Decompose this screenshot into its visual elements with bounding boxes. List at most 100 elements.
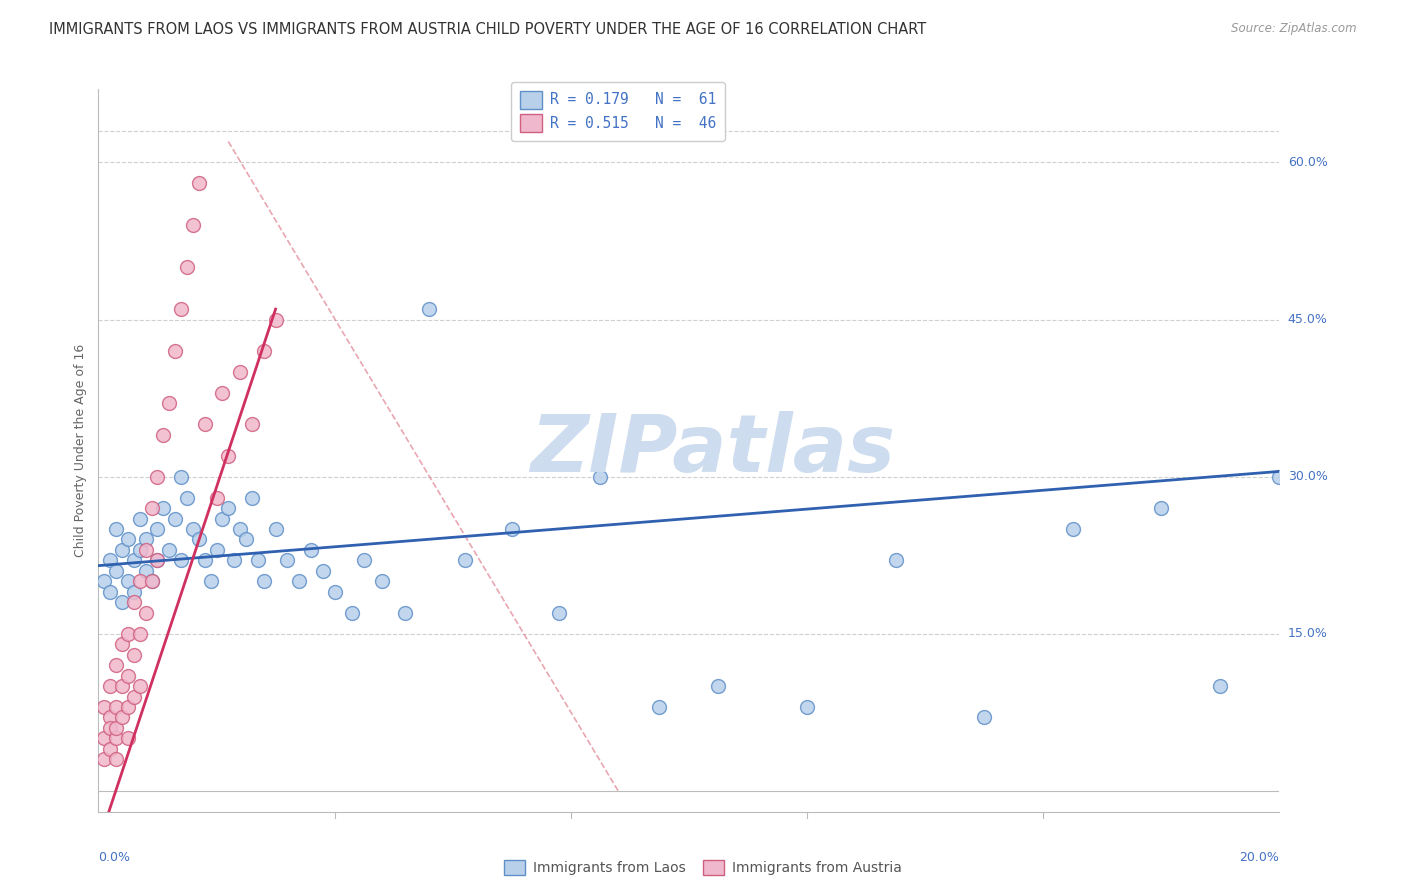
- Point: [93, 731, 115, 746]
- Y-axis label: Child Poverty Under the Age of 16: Child Poverty Under the Age of 16: [75, 343, 87, 558]
- Point: [884, 553, 907, 567]
- Point: [235, 533, 257, 547]
- Point: [135, 533, 157, 547]
- Point: [176, 491, 198, 505]
- Point: [165, 343, 187, 358]
- Point: [146, 553, 169, 567]
- Point: [98, 710, 121, 724]
- Point: [93, 700, 115, 714]
- Point: [229, 365, 252, 379]
- Point: [1062, 522, 1084, 536]
- Text: 20.0%: 20.0%: [1240, 852, 1279, 864]
- Point: [246, 553, 269, 567]
- Point: [105, 564, 128, 578]
- Point: [152, 427, 174, 442]
- Point: [117, 533, 139, 547]
- Point: [117, 626, 139, 640]
- Point: [224, 553, 246, 567]
- Point: [111, 543, 134, 558]
- Point: [105, 752, 128, 766]
- Text: 60.0%: 60.0%: [1288, 156, 1327, 169]
- Point: [187, 177, 209, 191]
- Point: [217, 449, 239, 463]
- Point: [122, 584, 145, 599]
- Point: [105, 522, 128, 536]
- Point: [105, 721, 128, 735]
- Point: [205, 491, 228, 505]
- Point: [157, 396, 180, 410]
- Point: [141, 574, 163, 589]
- Point: [353, 553, 375, 567]
- Point: [707, 679, 730, 693]
- Point: [128, 679, 150, 693]
- Point: [165, 511, 187, 525]
- Point: [135, 606, 157, 620]
- Point: [253, 574, 276, 589]
- Point: [146, 522, 169, 536]
- Text: ZIPatlas: ZIPatlas: [530, 411, 896, 490]
- Point: [194, 553, 217, 567]
- Point: [1209, 679, 1232, 693]
- Point: [105, 700, 128, 714]
- Point: [105, 731, 128, 746]
- Point: [111, 595, 134, 609]
- Point: [146, 553, 169, 567]
- Point: [157, 543, 180, 558]
- Point: [98, 584, 121, 599]
- Point: [181, 219, 204, 233]
- Point: [152, 501, 174, 516]
- Point: [342, 606, 364, 620]
- Point: [194, 417, 217, 432]
- Point: [418, 302, 440, 317]
- Point: [98, 721, 121, 735]
- Point: [973, 710, 995, 724]
- Point: [648, 700, 671, 714]
- Text: IMMIGRANTS FROM LAOS VS IMMIGRANTS FROM AUSTRIA CHILD POVERTY UNDER THE AGE OF 1: IMMIGRANTS FROM LAOS VS IMMIGRANTS FROM …: [49, 22, 927, 37]
- Point: [176, 260, 198, 275]
- Point: [181, 522, 204, 536]
- Point: [312, 564, 335, 578]
- Point: [589, 469, 612, 483]
- Point: [122, 553, 145, 567]
- Point: [93, 574, 115, 589]
- Text: 30.0%: 30.0%: [1288, 470, 1327, 483]
- Point: [299, 543, 322, 558]
- Point: [117, 574, 139, 589]
- Text: 15.0%: 15.0%: [1288, 627, 1327, 640]
- Point: [135, 543, 157, 558]
- Point: [98, 679, 121, 693]
- Point: [1150, 501, 1173, 516]
- Point: [276, 553, 298, 567]
- Point: [111, 637, 134, 651]
- Point: [146, 469, 169, 483]
- Text: Source: ZipAtlas.com: Source: ZipAtlas.com: [1232, 22, 1357, 36]
- Point: [217, 501, 239, 516]
- Point: [98, 742, 121, 756]
- Point: [117, 668, 139, 682]
- Point: [501, 522, 523, 536]
- Point: [371, 574, 394, 589]
- Point: [128, 574, 150, 589]
- Point: [394, 606, 416, 620]
- Point: [229, 522, 252, 536]
- Point: [453, 553, 475, 567]
- Point: [170, 302, 193, 317]
- Point: [128, 626, 150, 640]
- Legend: Immigrants from Laos, Immigrants from Austria: Immigrants from Laos, Immigrants from Au…: [499, 855, 907, 880]
- Point: [323, 584, 346, 599]
- Point: [211, 511, 233, 525]
- Legend: R = 0.179   N =  61, R = 0.515   N =  46: R = 0.179 N = 61, R = 0.515 N = 46: [510, 82, 725, 141]
- Point: [122, 595, 145, 609]
- Point: [253, 343, 276, 358]
- Point: [187, 533, 209, 547]
- Point: [548, 606, 571, 620]
- Point: [170, 553, 193, 567]
- Point: [128, 511, 150, 525]
- Point: [111, 679, 134, 693]
- Point: [98, 553, 121, 567]
- Point: [170, 469, 193, 483]
- Point: [122, 648, 145, 662]
- Point: [288, 574, 311, 589]
- Point: [1268, 469, 1291, 483]
- Point: [122, 690, 145, 704]
